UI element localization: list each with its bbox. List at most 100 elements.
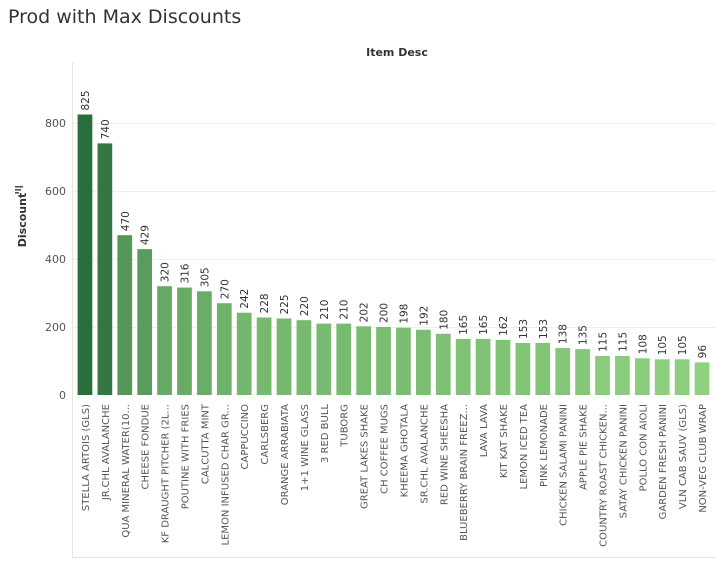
bar[interactable] <box>654 359 670 395</box>
value-label: 105 <box>657 335 669 355</box>
category-label: PINK LEMONADE <box>539 404 550 487</box>
value-label: 825 <box>80 90 92 110</box>
category-label: GREAT LAKES SHAKE <box>360 404 371 509</box>
bar[interactable] <box>495 339 511 395</box>
category-label: CH COFFEE MUGS <box>380 404 391 494</box>
value-label: 138 <box>558 324 570 344</box>
category-label: LAVA LAVA <box>479 404 490 457</box>
value-label: 210 <box>319 300 331 320</box>
y-axis-title: Discount <box>16 193 29 247</box>
value-label: 162 <box>498 316 510 336</box>
category-label: TUBORG <box>340 404 351 448</box>
value-label: 96 <box>697 345 709 359</box>
bar[interactable] <box>216 303 232 395</box>
category-label: CALCUTTA MINT <box>200 403 211 484</box>
value-label: 135 <box>578 325 590 345</box>
category-label: 1+1 WINE GLASS <box>300 404 311 491</box>
bar[interactable] <box>615 355 630 395</box>
bar[interactable] <box>316 323 332 395</box>
bar[interactable] <box>415 329 431 395</box>
value-label: 316 <box>179 263 191 283</box>
category-label: KIT KAT SHAKE <box>499 404 510 478</box>
category-label: CHICKEN SALAMI PANINI <box>559 404 570 526</box>
bar[interactable] <box>197 291 212 395</box>
value-label: 115 <box>617 332 629 352</box>
value-label: 210 <box>339 300 351 320</box>
bar[interactable] <box>296 320 312 395</box>
bar[interactable] <box>674 359 690 395</box>
bar[interactable] <box>475 338 491 395</box>
value-label: 242 <box>239 289 251 309</box>
bar[interactable] <box>575 349 590 395</box>
category-label: KHEEMA GHOTALA <box>399 404 410 497</box>
value-label: 198 <box>398 304 410 324</box>
value-label: 153 <box>518 319 530 339</box>
bar[interactable] <box>455 338 471 395</box>
category-label: CARLSBERG <box>260 404 271 465</box>
bar[interactable] <box>177 287 192 395</box>
bar[interactable] <box>515 342 531 395</box>
bar[interactable] <box>97 143 113 395</box>
y-axis-title-group: Discount <box>16 193 29 247</box>
category-label: VLN CAB SAUV (GLS) <box>678 404 689 509</box>
category-label: ORANGE ARRABIATA <box>280 404 291 505</box>
y-tick-label: 0 <box>59 389 66 402</box>
category-label: NON-VEG CLUB WRAP <box>698 404 709 513</box>
sort-icon[interactable] <box>15 186 23 194</box>
bar[interactable] <box>236 312 252 395</box>
bar[interactable] <box>256 317 272 395</box>
value-label: 192 <box>418 306 430 326</box>
category-labels: STELLA ARTOIS (GLS) JR.CHL AVALANCHE QUA M… <box>81 403 709 547</box>
category-label: QUA MINERAL WATER(10... <box>121 404 132 538</box>
value-label: 228 <box>259 293 271 313</box>
bar[interactable] <box>595 355 610 395</box>
bar[interactable] <box>276 318 292 396</box>
category-label: GARDEN FRESH PANINI <box>658 404 669 519</box>
bar[interactable] <box>356 326 372 395</box>
value-labels: 825 740 470 429 320 316 305 270 242 228 225 220 210 2… <box>80 90 709 358</box>
bar[interactable] <box>77 114 93 396</box>
category-label: SR.CHL AVALANCHE <box>419 404 430 504</box>
bar[interactable] <box>157 286 172 395</box>
value-label: 429 <box>140 225 152 245</box>
value-label: 470 <box>120 211 132 231</box>
category-label: COUNTRY ROAST CHICKEN... <box>599 404 610 547</box>
value-label: 153 <box>538 319 550 339</box>
bar[interactable] <box>535 342 551 395</box>
value-label: 115 <box>598 332 610 352</box>
bar[interactable] <box>336 323 352 395</box>
category-label: RED WINE SHEESHA <box>439 404 450 505</box>
y-tick-label: 400 <box>45 253 66 266</box>
value-label: 225 <box>279 294 291 314</box>
category-label: JR.CHL AVALANCHE <box>101 404 112 501</box>
bar[interactable] <box>435 333 451 395</box>
y-tick-label: 600 <box>45 185 66 198</box>
y-tick-label: 200 <box>45 321 66 334</box>
bar[interactable] <box>376 327 391 395</box>
value-label: 200 <box>379 303 391 323</box>
bar[interactable] <box>396 327 411 395</box>
category-label: BLUEBERRY BRAIN FREEZ... <box>459 404 470 541</box>
value-label: 220 <box>299 296 311 316</box>
category-label: LEMON INFUSED CHAR GR... <box>220 404 231 545</box>
value-label: 180 <box>438 310 450 330</box>
category-label: SATAY CHICKEN PANINI <box>618 404 629 518</box>
bars <box>77 114 710 396</box>
category-label: POUTINE WITH FRIES <box>180 404 191 509</box>
value-label: 270 <box>219 279 231 299</box>
value-label: 202 <box>359 302 371 322</box>
x-axis-header: Item Desc <box>366 46 428 59</box>
value-label: 320 <box>160 262 172 282</box>
bar[interactable] <box>555 348 571 395</box>
bar[interactable] <box>694 362 710 395</box>
category-label: LEMON ICED TEA <box>519 404 530 490</box>
y-axis-ticks: 0 200 400 600 800 <box>45 117 66 402</box>
value-label: 105 <box>677 335 689 355</box>
category-label: POLLO CON AIOLI <box>638 404 649 491</box>
bar[interactable] <box>634 358 650 395</box>
category-label: CHEESE FONDUE <box>141 404 152 489</box>
y-tick-label: 800 <box>45 117 66 130</box>
bar[interactable] <box>137 249 153 395</box>
bar[interactable] <box>117 235 133 395</box>
